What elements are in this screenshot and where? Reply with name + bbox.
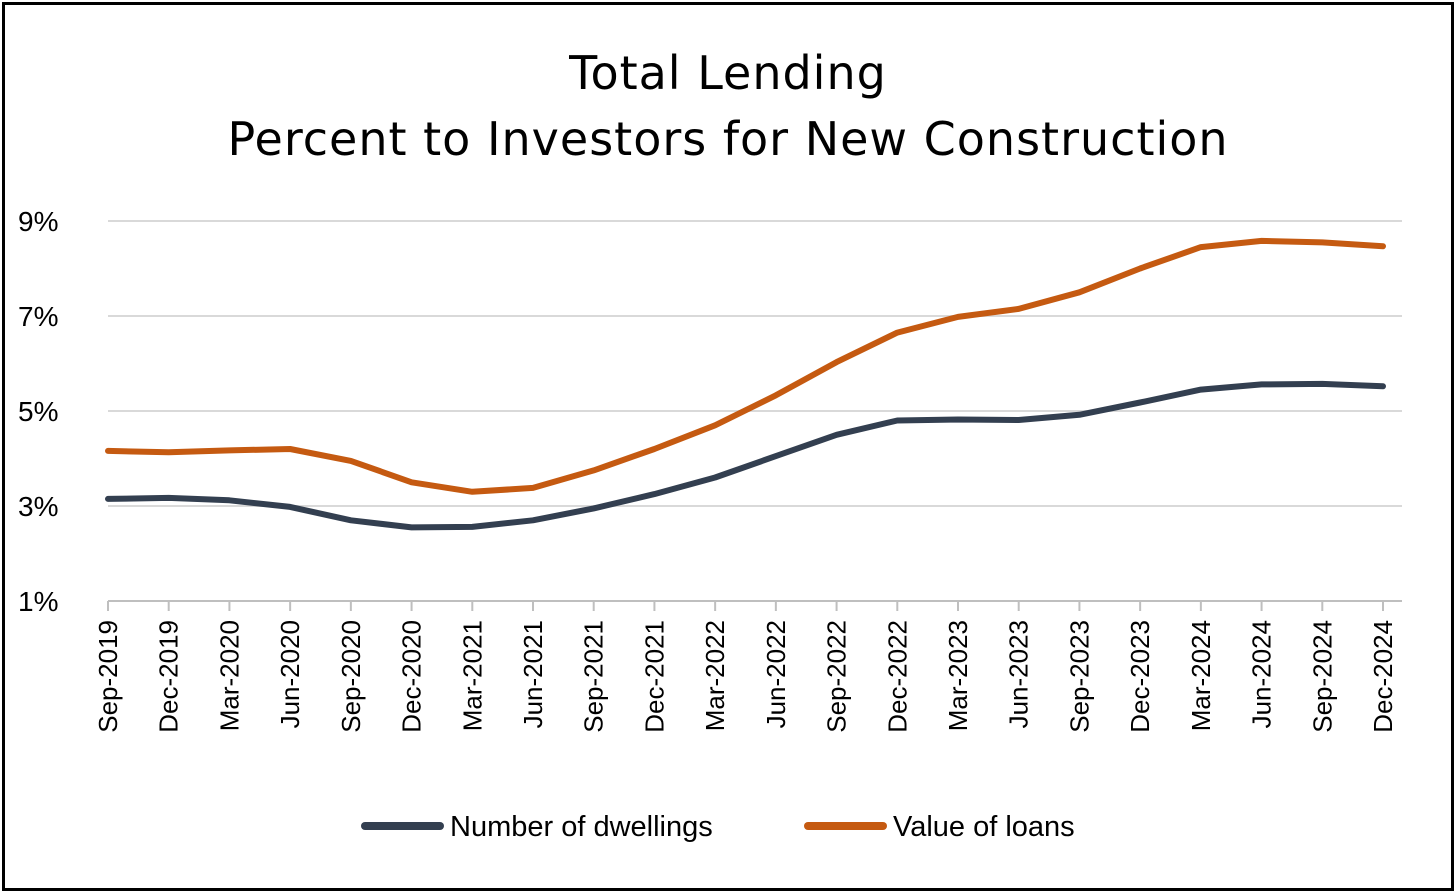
- chart-title: Total Lending: [569, 46, 887, 100]
- x-tick-label: Dec-2020: [397, 620, 427, 733]
- x-tick-label: Sep-2020: [336, 620, 366, 733]
- x-tick-label: Jun-2021: [518, 620, 548, 728]
- x-tick-label: Dec-2022: [882, 620, 912, 733]
- x-tick-label: Jun-2020: [275, 620, 305, 728]
- x-tick-label: Mar-2020: [214, 620, 244, 731]
- y-tick-label: 7%: [18, 301, 58, 332]
- y-tick-label: 1%: [18, 586, 58, 617]
- y-tick-label: 3%: [18, 491, 58, 522]
- x-tick-label: Jun-2022: [761, 620, 791, 728]
- chart-subtitle: Percent to Investors for New Constructio…: [227, 112, 1229, 166]
- x-tick-label: Sep-2019: [93, 620, 123, 733]
- x-tick-label: Jun-2024: [1247, 620, 1277, 728]
- x-tick-label: Jun-2023: [1004, 620, 1034, 728]
- x-tick-label: Dec-2019: [154, 620, 184, 733]
- x-tick-label: Dec-2021: [639, 620, 669, 733]
- x-tick-label: Mar-2021: [457, 620, 487, 731]
- x-tick-label: Sep-2023: [1064, 620, 1094, 733]
- x-tick-label: Sep-2022: [822, 620, 852, 733]
- series-line-1: [105, 380, 1386, 531]
- x-tick-label: Mar-2023: [943, 620, 973, 731]
- x-tick-label: Sep-2024: [1307, 620, 1337, 733]
- series-line-2: [105, 237, 1386, 495]
- x-tick-label: Dec-2023: [1125, 620, 1155, 733]
- legend-label-2: Value of loans: [893, 811, 1075, 843]
- x-tick-label: Dec-2024: [1368, 620, 1398, 733]
- x-tick-label: Sep-2021: [579, 620, 609, 733]
- y-tick-label: 5%: [18, 396, 58, 427]
- y-tick-label: 9%: [18, 206, 58, 237]
- x-tick-label: Mar-2022: [700, 620, 730, 731]
- legend-label-1: Number of dwellings: [450, 811, 713, 843]
- x-tick-label: Mar-2024: [1186, 620, 1216, 731]
